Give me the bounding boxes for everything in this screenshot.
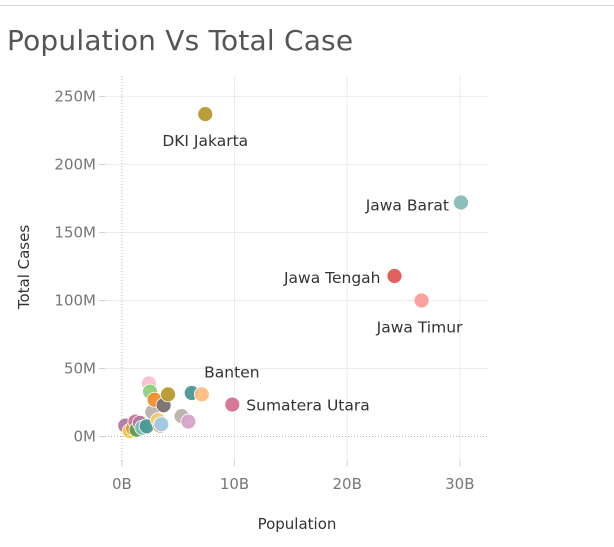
point-label: Jawa Barat xyxy=(365,197,449,215)
data-point xyxy=(386,268,403,284)
y-tick-label: 0M xyxy=(74,428,97,446)
top-divider xyxy=(0,5,614,6)
y-tick-label: 200M xyxy=(54,155,96,173)
y-axis-title: Total Cases xyxy=(15,225,33,311)
point-label: DKI Jakarta xyxy=(162,132,248,150)
y-tick-label: 250M xyxy=(54,87,96,105)
point-label: Jawa Tengah xyxy=(283,269,381,287)
point-label: Jawa Timur xyxy=(376,318,463,336)
point-label: Banten xyxy=(204,363,259,381)
x-axis-ticks: 0B 10B 20B 30B xyxy=(112,461,475,493)
point-label: Sumatera Utara xyxy=(246,397,369,415)
data-point xyxy=(224,396,241,413)
data-point xyxy=(180,413,197,430)
data-point xyxy=(413,292,430,309)
data-points xyxy=(117,106,469,439)
data-point xyxy=(197,106,214,122)
point-annotations: DKI Jakarta Jawa Barat Jawa Tengah Jawa Tim… xyxy=(162,132,463,414)
data-point xyxy=(153,416,170,433)
data-point xyxy=(453,194,469,211)
reference-lines xyxy=(105,76,488,461)
chart-title: Population Vs Total Case xyxy=(7,24,354,57)
x-tick-label: 10B xyxy=(220,475,249,493)
x-tick-label: 0B xyxy=(112,475,132,493)
y-tick-label: 50M xyxy=(64,359,96,377)
x-axis-title: Population xyxy=(258,515,337,533)
data-point xyxy=(193,386,210,403)
y-tick-label: 150M xyxy=(54,223,96,241)
x-tick-label: 20B xyxy=(332,475,361,493)
y-tick-label: 100M xyxy=(54,291,96,309)
data-point xyxy=(160,386,176,403)
x-tick-label: 30B xyxy=(445,475,474,493)
y-axis-ticks: 0M 50M 100M 150M 200M 250M xyxy=(54,87,105,446)
